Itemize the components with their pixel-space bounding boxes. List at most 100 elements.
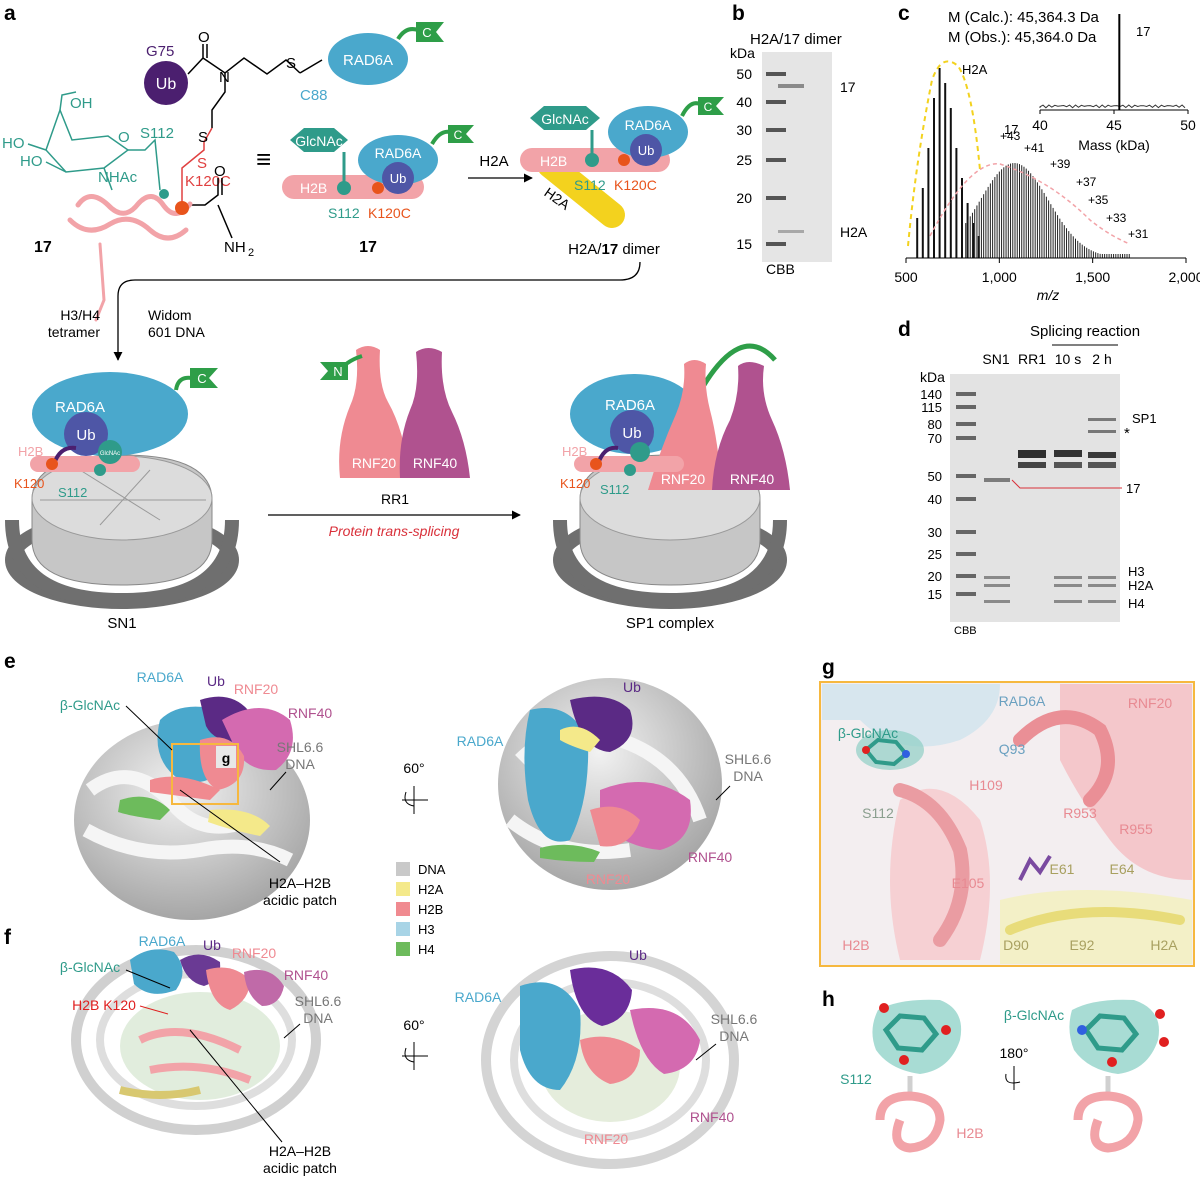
s-linker-red [181,127,213,205]
gel-d-lane-sn1: SN1 [982,351,1009,367]
tetramer-label: H3/H4 tetramer [48,307,100,340]
rnf40-label-sp1: RNF40 [730,471,775,487]
gel-d-ladder-label: 70 [928,431,942,446]
panel-g: g RAD6A RNF20 β-GlcNAc Q93 S112 H109 R95… [819,656,1195,967]
inset-tick-label: 50 [1180,117,1196,133]
f-right-rnf40: RNF40 [690,1109,735,1125]
c-tag-flag-schem [448,125,474,143]
h2b-density [150,776,220,800]
k120c-node [372,182,384,194]
s112-label-sn1: S112 [58,485,87,500]
gel-b-ladder-label: 15 [736,236,752,252]
panel-d: d Splicing reaction SN1 RR1 10 s 2 h kDa… [898,318,1157,637]
ms-mcalc: M (Calc.): 45,364.3 Da [948,9,1100,26]
k120-label-sp1: K120 [560,476,590,491]
gel-b-stain: CBB [766,261,795,277]
rad6a-label-sp1: RAD6A [605,397,655,414]
e-right-shl: SHL6.6 DNA [725,751,772,784]
g-rad6a: RAD6A [999,693,1046,709]
dna-wrap-front [5,519,239,608]
gel-b-ladder-label: 50 [736,66,752,82]
ub-label: Ub [156,76,177,93]
gel-d-lane-2h: 2 h [1092,351,1111,367]
c-tag-link-sn1 [174,375,193,391]
ms-x-label: m/z [1037,287,1060,303]
g-h2b: H2B [842,937,869,953]
f-left-patch-leader [189,1029,283,1143]
compound-17-label-schem: 17 [359,239,377,256]
f-left-glcnac-leader [125,969,171,989]
legend-label: H2A [418,882,444,897]
nh2-label: NH [224,239,246,256]
zoom-box-g [171,743,239,805]
gel-d-body [950,374,1120,622]
gel-d-unit: kDa [920,369,945,385]
c88-label: C88 [300,87,328,104]
ms-charge-label: +41 [1024,141,1045,155]
g-r955: R955 [1119,821,1153,837]
gel-b-ladder-band [766,196,786,200]
gel-d-lane-rr1: RR1 [1018,351,1046,367]
ms-charge-label: +31 [1128,227,1149,241]
ms-charge-label: +37 [1076,175,1097,189]
e-left-ub: Ub [207,673,225,689]
ub-label-dimer: Ub [638,143,655,158]
g-rnf20: RNF20 [1128,695,1173,711]
panel-label-f: f [4,926,12,949]
h4-density-right [540,844,600,862]
core-lines [40,469,206,526]
gel-d-17-pointer [1011,479,1122,489]
schematic-17: H2B GlcNAc RAD6A Ub C S112 K120C 17 [282,125,474,256]
ub-circle-schem [382,162,414,194]
gel-d-ladder-label: 40 [928,492,942,507]
f-left-rad6a: RAD6A [139,933,186,949]
e-right-ub: Ub [623,679,641,695]
h-right-model [1069,999,1169,1153]
n-tag-flag [320,362,348,380]
c-tag-label-schem: C [454,128,463,142]
s112-node-dimer [585,153,599,167]
ub-label-sp1: Ub [622,425,641,442]
n-atom: N [219,69,230,86]
rnf20-label-rr1: RNF20 [352,455,397,471]
gel-d-ladder-label: 20 [928,569,942,584]
ub-circle [144,61,188,105]
gel-b-label-h2a: H2A [840,224,868,240]
rnf40-ribbon-left [244,969,284,1006]
ho-label-2: HO [20,153,43,170]
legend-label: H2B [418,902,443,917]
g-e92: E92 [1070,937,1095,953]
panel-label-a: a [4,2,16,25]
sp1-complex-schematic: RAD6A Ub H2B K120 S112 RNF20 RNF40 SP1 c… [553,343,790,632]
ms-x-ticks: 500 1,000 1,500 2,000 [894,258,1200,285]
p17-envelope [929,163,1131,245]
inset-17-label: 17 [1136,24,1150,39]
f-rotation-icon [402,1042,428,1070]
rad6a-label-schem: RAD6A [375,145,422,161]
e-left-patch-leader [179,789,281,863]
f-left-shl: SHL6.6 DNA [295,993,342,1026]
e-left-shl-leader [269,771,287,791]
inset-x-label: Mass (kDa) [1078,137,1150,153]
f-right-rnf20: RNF20 [584,1131,629,1147]
o-atom-2: O [214,163,226,180]
rad6a-label-dimer: RAD6A [625,117,672,133]
f-left-rnf40: RNF40 [284,967,329,983]
e-left-rnf40: RNF40 [288,705,333,721]
gel-b-ladder-band [766,100,786,104]
rnf20-ribbon-left [206,967,250,1010]
glcnac-node-sn1 [98,440,122,464]
k120-node-sn1 [46,458,58,470]
legend-label: H4 [418,942,435,957]
gel-d-bands [984,418,1116,603]
e-left-rad6a: RAD6A [137,669,184,685]
g-e105: E105 [952,875,985,891]
ms-17-label: 17 [1004,122,1018,137]
c-tag-link-dimer [680,101,701,117]
e-right-rnf40: RNF40 [688,849,733,865]
g-rnf20-helix [1013,710,1115,807]
gel-b-ladder-label: 30 [736,122,752,138]
cryoem-map-left: g [74,696,310,920]
zoom-box-g-label: g [222,750,231,766]
gel-d-label-star: * [1124,425,1130,442]
